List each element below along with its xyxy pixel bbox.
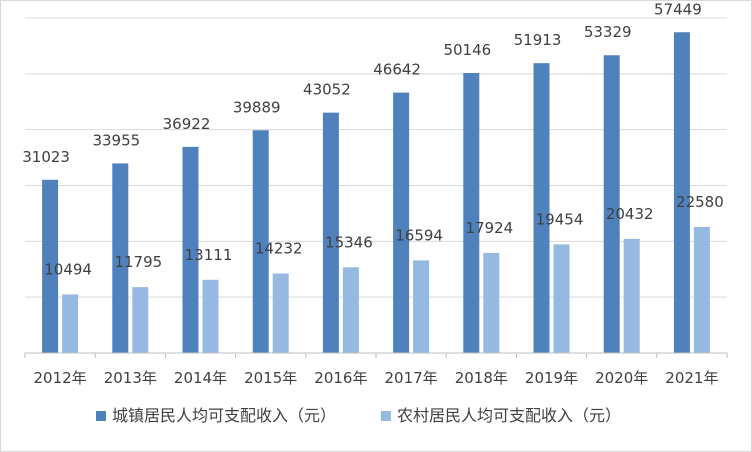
- bar-urban: [182, 146, 199, 353]
- x-tick-label: 2014年: [174, 369, 227, 387]
- legend: 城镇居民人均可支配收入（元） 农村居民人均可支配收入（元）: [96, 406, 621, 425]
- data-label-rural: 22580: [676, 193, 724, 211]
- x-tick-label: 2018年: [455, 369, 508, 387]
- legend-item-rural-label: 农村居民人均可支配收入（元）: [397, 406, 621, 425]
- bar-rural: [202, 279, 219, 353]
- data-label-rural: 15346: [325, 233, 373, 251]
- data-label-rural: 20432: [606, 205, 654, 223]
- bar-rural: [272, 273, 289, 353]
- x-tick-label: 2012年: [34, 369, 87, 387]
- data-label-rural: 14232: [255, 240, 303, 258]
- data-label-urban: 36922: [163, 115, 211, 133]
- data-label-urban: 46642: [373, 61, 421, 79]
- bar-rural: [693, 226, 710, 353]
- x-tick-label: 2017年: [385, 369, 438, 387]
- bar-rural: [623, 238, 640, 353]
- data-label-rural: 10494: [44, 260, 92, 278]
- bar-urban: [42, 179, 59, 353]
- legend-item-urban-swatch: [96, 411, 106, 421]
- bar-urban: [393, 92, 410, 354]
- data-label-rural: 11795: [114, 253, 162, 271]
- x-tick-label: 2015年: [244, 369, 297, 387]
- bars: [42, 32, 710, 354]
- data-label-rural: 13111: [185, 246, 233, 264]
- bar-rural: [62, 294, 79, 353]
- data-label-urban: 31023: [22, 148, 70, 166]
- x-tick-label: 2016年: [314, 369, 367, 387]
- data-label-urban: 57449: [654, 1, 702, 18]
- data-label-rural: 16594: [395, 226, 443, 244]
- data-label-urban: 51913: [514, 31, 562, 49]
- bar-urban: [673, 32, 690, 354]
- bar-rural: [553, 244, 570, 353]
- bar-urban: [112, 163, 129, 353]
- legend-item-rural-swatch: [381, 411, 391, 421]
- bar-rural: [342, 267, 359, 353]
- x-axis: 2012年 2013年 2014年 2015年 2016年 2017年 2018年 2019年…: [24, 352, 728, 387]
- bar-urban: [463, 73, 480, 354]
- data-label-urban: 39889: [233, 98, 281, 116]
- bar-rural: [483, 252, 500, 353]
- x-tick-label: 2013年: [104, 369, 157, 387]
- bar-urban: [252, 130, 269, 353]
- bar-urban: [322, 112, 339, 353]
- data-label-urban: 50146: [443, 41, 491, 59]
- x-tick-label: 2021年: [665, 369, 718, 387]
- data-label-urban: 53329: [584, 23, 632, 41]
- bar-urban: [603, 55, 620, 353]
- legend-item-urban-label: 城镇居民人均可支配收入（元）: [112, 406, 336, 425]
- bar-urban: [533, 63, 550, 354]
- data-label-urban: 43052: [303, 81, 351, 99]
- bar-rural: [132, 287, 149, 353]
- x-tick-label: 2020年: [595, 369, 648, 387]
- data-label-rural: 19454: [536, 210, 584, 228]
- x-tick-label: 2019年: [525, 369, 578, 387]
- data-label-rural: 17924: [465, 219, 513, 237]
- data-labels: 31023 10494 33955 11795 36922 13111 39889 14232…: [22, 1, 724, 278]
- bar-rural: [413, 260, 430, 353]
- data-label-urban: 33955: [92, 131, 140, 149]
